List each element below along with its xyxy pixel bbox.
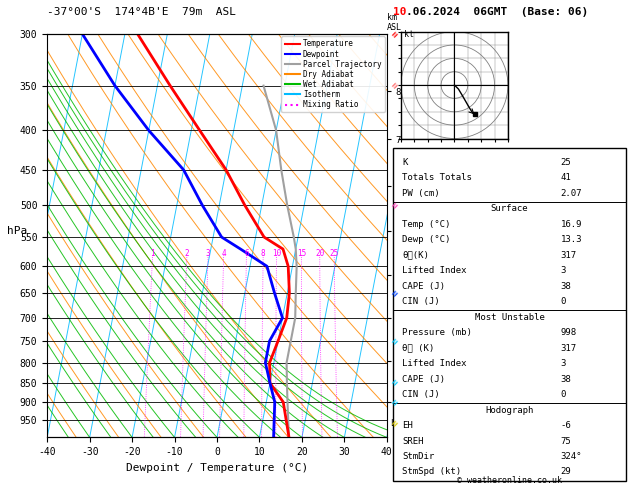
Text: ≡: ≡ (390, 335, 401, 347)
Text: StmSpd (kt): StmSpd (kt) (403, 468, 462, 476)
Text: Lifted Index: Lifted Index (403, 359, 467, 368)
Text: 16.9: 16.9 (560, 220, 582, 229)
Text: 3: 3 (206, 249, 210, 258)
Text: EH: EH (403, 421, 413, 430)
Text: CIN (J): CIN (J) (403, 390, 440, 399)
Text: 38: 38 (560, 375, 571, 383)
Text: ≡: ≡ (390, 80, 401, 91)
Text: θᴇ(K): θᴇ(K) (403, 251, 430, 260)
Text: ≡: ≡ (390, 287, 401, 299)
Text: CIN (J): CIN (J) (403, 297, 440, 306)
Text: 75: 75 (560, 436, 571, 446)
Text: -37°00'S  174°4B'E  79m  ASL: -37°00'S 174°4B'E 79m ASL (47, 7, 236, 17)
Text: 317: 317 (560, 344, 577, 353)
Text: 25: 25 (330, 249, 339, 258)
Text: km
ASL: km ASL (387, 13, 402, 32)
Text: kt: kt (404, 30, 414, 39)
Text: 317: 317 (560, 251, 577, 260)
Text: 0: 0 (560, 297, 566, 306)
Text: ≡: ≡ (390, 397, 401, 408)
Text: 2.07: 2.07 (560, 189, 582, 198)
Legend: Temperature, Dewpoint, Parcel Trajectory, Dry Adiabat, Wet Adiabat, Isotherm, Mi: Temperature, Dewpoint, Parcel Trajectory… (281, 36, 384, 112)
Text: 2: 2 (184, 249, 189, 258)
Text: 4: 4 (221, 249, 226, 258)
Text: 998: 998 (560, 328, 577, 337)
Text: 324°: 324° (560, 452, 582, 461)
Text: Surface: Surface (491, 204, 528, 213)
Text: Dewp (°C): Dewp (°C) (403, 235, 451, 244)
Text: K: K (403, 158, 408, 167)
Text: Temp (°C): Temp (°C) (403, 220, 451, 229)
Text: 38: 38 (560, 282, 571, 291)
Text: ≡: ≡ (390, 28, 401, 40)
Text: 10: 10 (393, 7, 406, 17)
Text: StmDir: StmDir (403, 452, 435, 461)
Text: SREH: SREH (403, 436, 424, 446)
Text: 0: 0 (560, 390, 566, 399)
Text: Most Unstable: Most Unstable (474, 312, 545, 322)
Text: LCL: LCL (390, 419, 405, 428)
Text: © weatheronline.co.uk: © weatheronline.co.uk (457, 476, 562, 485)
Text: θᴇ (K): θᴇ (K) (403, 344, 435, 353)
Y-axis label: hPa: hPa (7, 226, 27, 236)
Text: 10: 10 (272, 249, 281, 258)
Text: Totals Totals: Totals Totals (403, 174, 472, 182)
Text: 25: 25 (560, 158, 571, 167)
Text: -6: -6 (560, 421, 571, 430)
Text: 1: 1 (150, 249, 155, 258)
Text: Pressure (mb): Pressure (mb) (403, 328, 472, 337)
Text: ≡: ≡ (390, 418, 401, 429)
Text: 41: 41 (560, 174, 571, 182)
Text: 13.3: 13.3 (560, 235, 582, 244)
Text: Mixing Ratio (g/kg): Mixing Ratio (g/kg) (401, 188, 409, 283)
Text: 8: 8 (261, 249, 265, 258)
Text: ≡: ≡ (390, 377, 401, 389)
Text: 3: 3 (560, 266, 566, 275)
Text: Hodograph: Hodograph (486, 405, 533, 415)
Text: PW (cm): PW (cm) (403, 189, 440, 198)
X-axis label: Dewpoint / Temperature (°C): Dewpoint / Temperature (°C) (126, 463, 308, 473)
Text: 29: 29 (560, 468, 571, 476)
Text: 3: 3 (560, 359, 566, 368)
Text: 20: 20 (315, 249, 325, 258)
Text: ≡: ≡ (390, 200, 401, 211)
Text: Lifted Index: Lifted Index (403, 266, 467, 275)
Text: 6: 6 (244, 249, 248, 258)
Text: CAPE (J): CAPE (J) (403, 282, 445, 291)
Text: .06.2024  06GMT  (Base: 06): .06.2024 06GMT (Base: 06) (406, 7, 588, 17)
Text: 15: 15 (297, 249, 306, 258)
Text: CAPE (J): CAPE (J) (403, 375, 445, 383)
